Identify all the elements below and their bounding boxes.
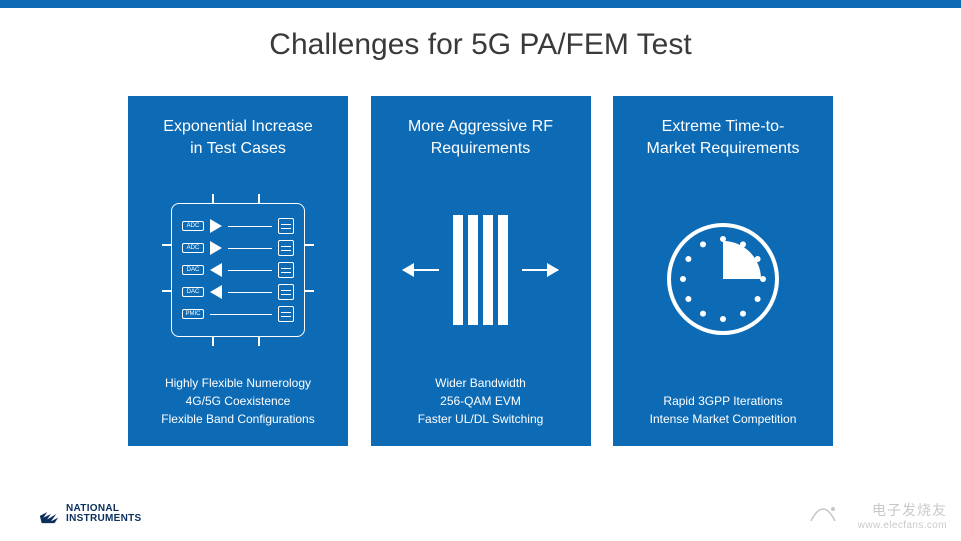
- card-title: Exponential Increase in Test Cases: [163, 116, 312, 166]
- card-title-line2: in Test Cases: [190, 140, 286, 157]
- card-title-line1: Extreme Time-to-: [662, 118, 785, 135]
- watermark-line1: 电子发烧友: [858, 500, 947, 520]
- watermark-icon: [807, 501, 839, 525]
- card-title-line1: More Aggressive RF: [408, 118, 553, 135]
- card-bullets: Rapid 3GPP Iterations Intense Market Com…: [650, 392, 797, 428]
- chip-row-label: DAC: [182, 265, 204, 275]
- brand-logo: NATIONAL INSTRUMENTS: [38, 503, 142, 525]
- bandwidth-icon: [385, 166, 577, 374]
- top-accent-bar: [0, 0, 961, 8]
- chip-row-label: DAC: [182, 287, 204, 297]
- bullet: 4G/5G Coexistence: [161, 392, 314, 410]
- arrow-right-icon: [522, 269, 558, 271]
- bullet: Wider Bandwidth: [418, 374, 544, 392]
- bullet: Rapid 3GPP Iterations: [650, 392, 797, 410]
- watermark-line2: www.elecfans.com: [858, 520, 947, 531]
- bullet: Flexible Band Configurations: [161, 410, 314, 428]
- card-title-line1: Exponential Increase: [163, 118, 312, 135]
- arrow-left-icon: [403, 269, 439, 271]
- card-bullets: Wider Bandwidth 256-QAM EVM Faster UL/DL…: [418, 374, 544, 428]
- bullet: Highly Flexible Numerology: [161, 374, 314, 392]
- card-title-line2: Market Requirements: [647, 140, 800, 157]
- bullet: 256-QAM EVM: [418, 392, 544, 410]
- brand-line2: INSTRUMENTS: [66, 514, 142, 525]
- chip-row-label: ADC: [182, 243, 204, 253]
- slide-title: Challenges for 5G PA/FEM Test: [0, 28, 961, 62]
- card-title: More Aggressive RF Requirements: [408, 116, 553, 166]
- watermark: 电子发烧友 www.elecfans.com: [858, 500, 947, 531]
- card-title-line2: Requirements: [431, 140, 531, 157]
- card-bullets: Highly Flexible Numerology 4G/5G Coexist…: [161, 374, 314, 428]
- bullet: Intense Market Competition: [650, 410, 797, 428]
- chip-row-label: ADC: [182, 221, 204, 231]
- chip-icon: ADC ADC DAC DAC PMIC: [142, 166, 334, 374]
- card-row: Exponential Increase in Test Cases ADC A…: [128, 96, 833, 446]
- spectrum-bars: [453, 215, 508, 325]
- ni-eagle-icon: [38, 503, 60, 525]
- chip-row-label: PMIC: [182, 309, 204, 319]
- card-test-cases: Exponential Increase in Test Cases ADC A…: [128, 96, 348, 446]
- bullet: Faster UL/DL Switching: [418, 410, 544, 428]
- clock-icon: [627, 166, 819, 392]
- card-time-to-market: Extreme Time-to- Market Requirements: [613, 96, 833, 446]
- card-rf-requirements: More Aggressive RF Requirements Wider Ba…: [371, 96, 591, 446]
- card-title: Extreme Time-to- Market Requirements: [647, 116, 800, 166]
